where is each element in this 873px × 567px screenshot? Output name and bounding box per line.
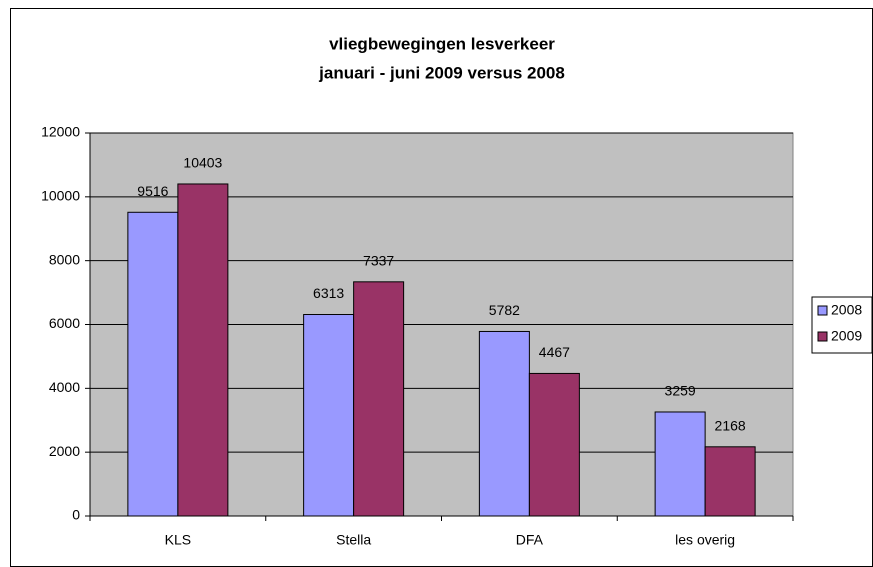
chart-subtitle: januari - juni 2009 versus 2008	[318, 63, 565, 82]
data-label: 3259	[665, 383, 696, 399]
y-tick-label: 2000	[49, 443, 80, 459]
data-label: 4467	[539, 344, 570, 360]
legend-swatch	[817, 305, 828, 316]
bar	[127, 211, 179, 517]
x-tick-label: Stella	[336, 532, 371, 548]
x-tick-label: DFA	[516, 532, 544, 548]
bar	[177, 183, 229, 517]
y-tick-label: 4000	[49, 379, 80, 395]
y-tick-label: 8000	[49, 251, 80, 267]
y-tick-label: 6000	[49, 315, 80, 331]
y-tick-label: 0	[72, 507, 80, 523]
legend-label: 2008	[831, 302, 862, 318]
data-label: 10403	[183, 155, 222, 171]
y-tick-label: 10000	[41, 188, 80, 204]
data-label: 7337	[363, 253, 394, 269]
y-tick-label: 12000	[41, 124, 80, 140]
bar	[654, 411, 706, 517]
data-label: 9516	[137, 183, 168, 199]
bar	[303, 314, 355, 517]
bar	[704, 446, 756, 517]
bar	[528, 372, 580, 517]
bar	[353, 281, 405, 517]
bar	[478, 330, 530, 517]
legend-swatch	[817, 331, 828, 342]
data-label: 5782	[489, 302, 520, 318]
data-label: 6313	[313, 285, 344, 301]
legend-label: 2009	[831, 328, 862, 344]
data-label: 2168	[715, 418, 746, 434]
x-tick-label: KLS	[165, 532, 191, 548]
x-tick-label: les overig	[675, 532, 735, 548]
chart-title: vliegbewegingen lesverkeer	[329, 34, 555, 53]
